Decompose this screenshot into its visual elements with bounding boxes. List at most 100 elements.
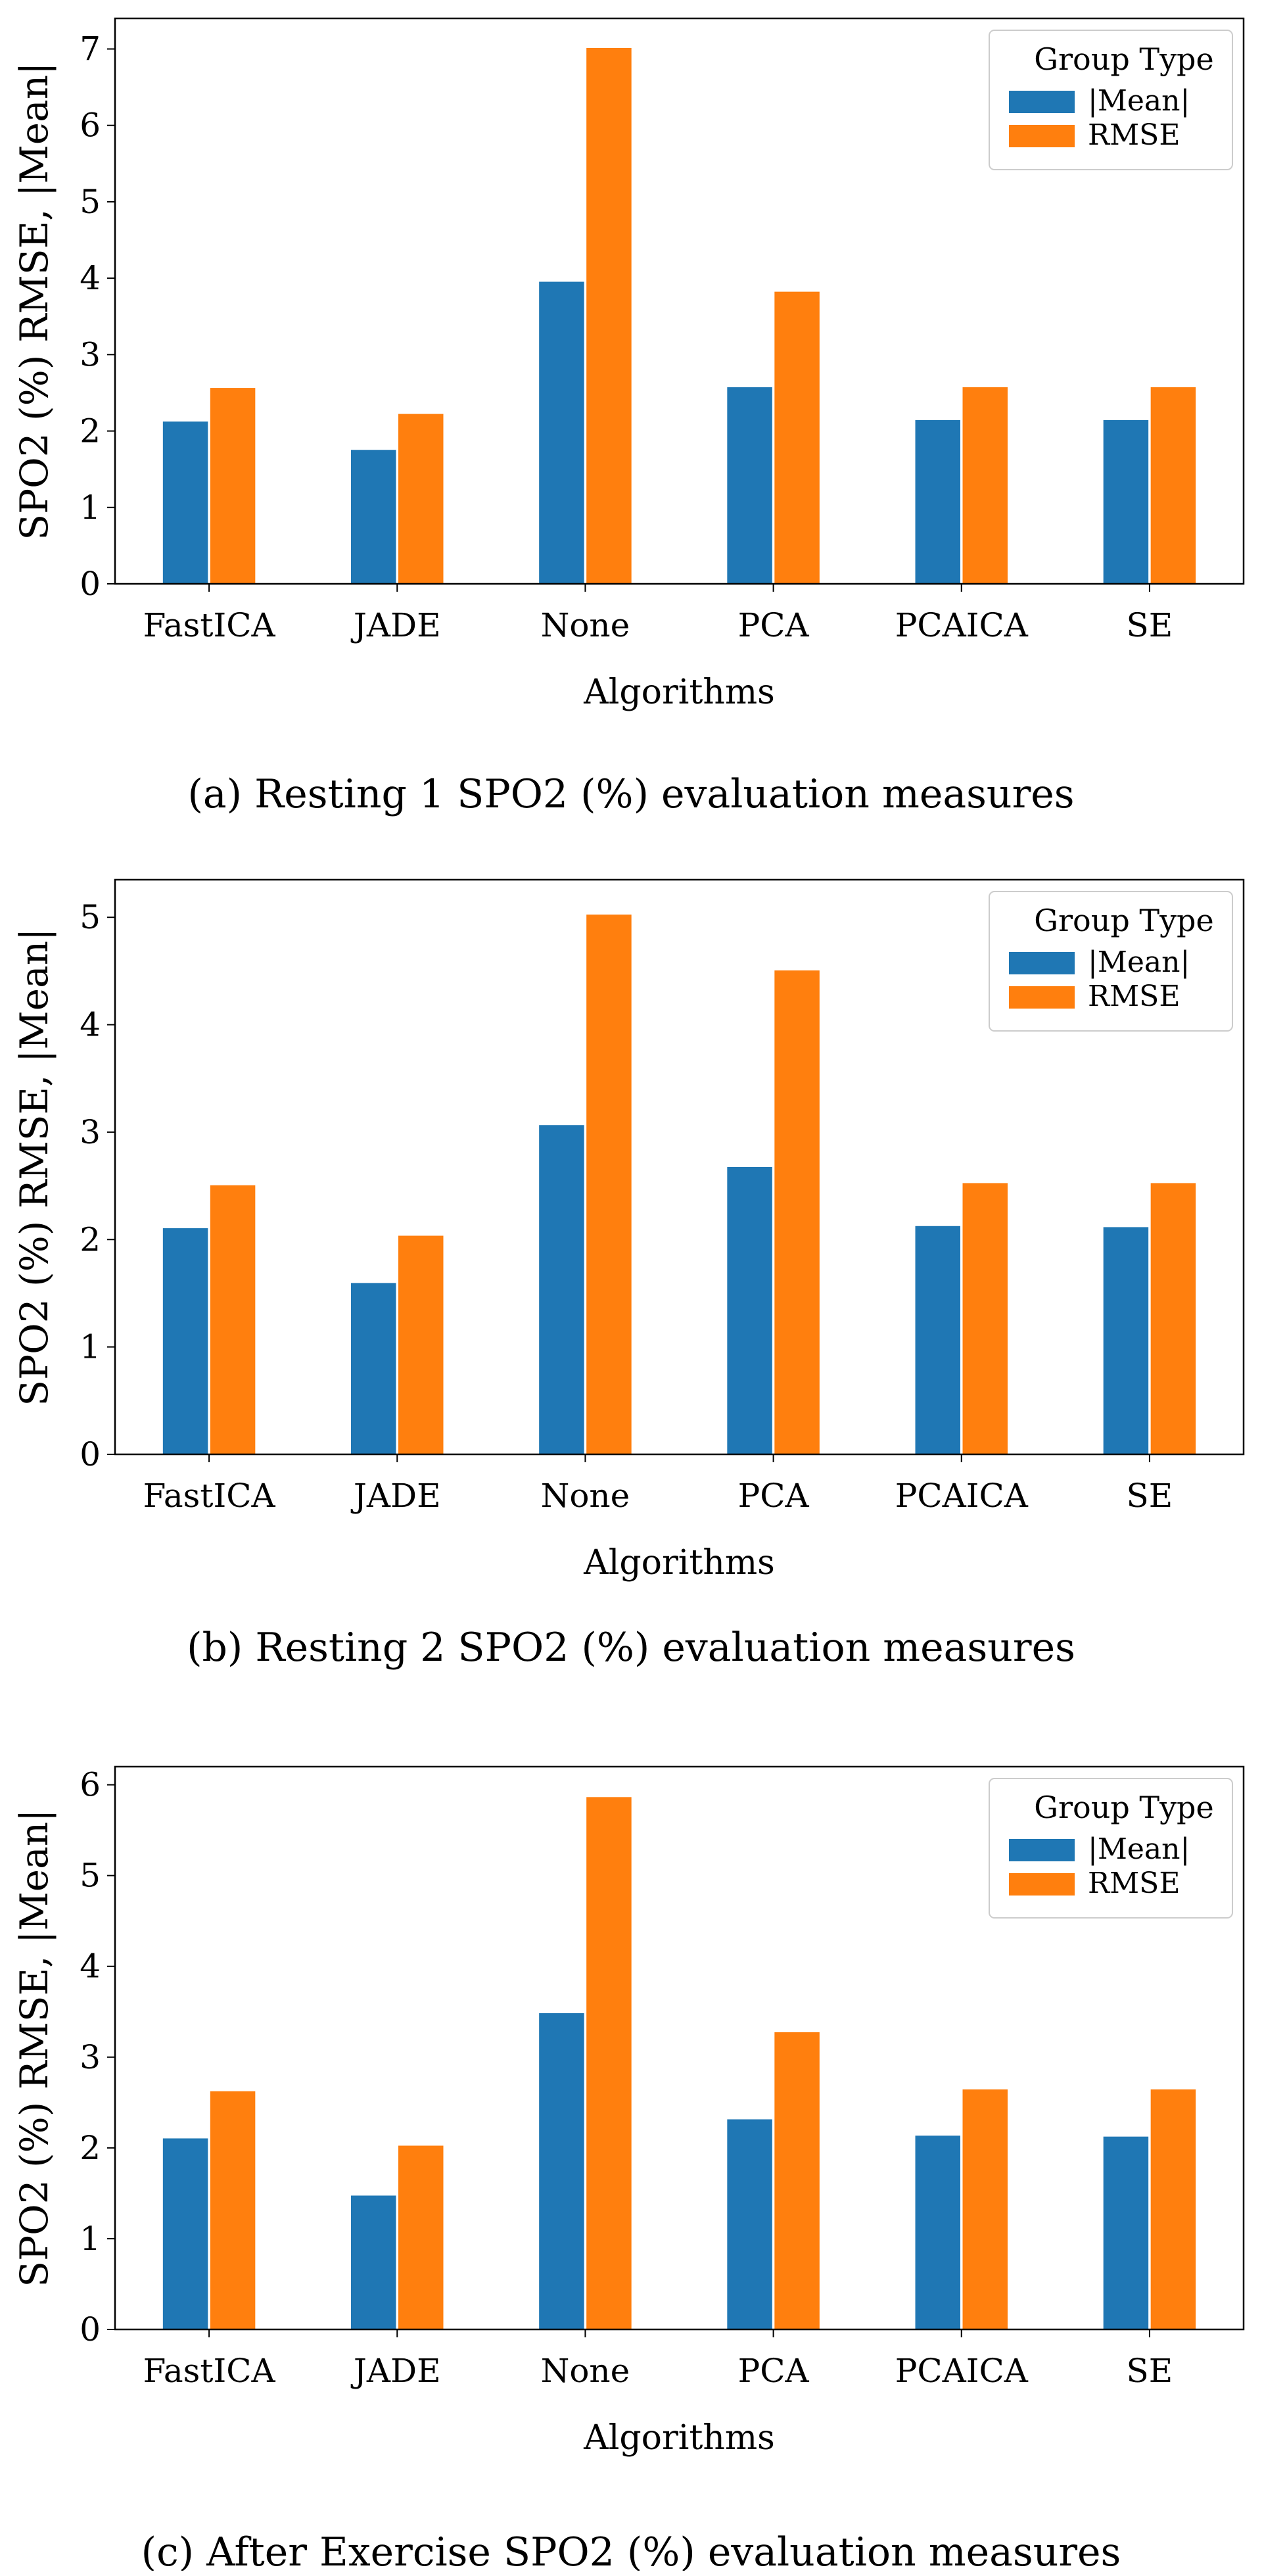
- legend-label-rmse: RMSE: [1088, 118, 1180, 152]
- x-tick-label: JADE: [350, 2352, 441, 2390]
- x-tick-label: None: [541, 2352, 630, 2390]
- bar-rmse-se: [1150, 1181, 1197, 1455]
- x-axis-label: Algorithms: [583, 673, 775, 712]
- x-tick-label: SE: [1127, 2352, 1173, 2390]
- legend-title: Group Type: [1034, 903, 1213, 938]
- x-tick-label: FastICA: [143, 2352, 276, 2390]
- bar-rmse-none: [585, 1796, 633, 2330]
- x-tick-label: PCA: [738, 1477, 810, 1515]
- y-tick-label: 2: [80, 412, 101, 450]
- legend-swatch-rmse: [1009, 1873, 1075, 1896]
- legend-swatch-mean: [1009, 91, 1075, 113]
- x-axis-label: Algorithms: [583, 2418, 775, 2458]
- y-tick-label: 5: [80, 1857, 101, 1895]
- y-tick-label: 6: [80, 107, 101, 145]
- x-tick-label: JADE: [350, 606, 441, 644]
- bar-mean-jade: [350, 1281, 397, 1455]
- y-tick-label: 4: [80, 1006, 101, 1044]
- x-tick-label: PCA: [738, 606, 810, 644]
- y-tick-label: 6: [80, 1766, 101, 1804]
- bar-rmse-pca: [773, 969, 821, 1455]
- bar-mean-jade: [350, 2194, 397, 2330]
- y-tick-label: 0: [80, 2310, 101, 2349]
- plot-frame: [114, 878, 1245, 1456]
- plot-frame: [114, 17, 1245, 585]
- y-tick-label: 0: [80, 1435, 101, 1473]
- bar-mean-none: [538, 2012, 586, 2330]
- y-axis-label: SPO2 (%) RMSE, |Mean|: [12, 1809, 57, 2287]
- y-axis-label: SPO2 (%) RMSE, |Mean|: [12, 62, 57, 540]
- bar-mean-pcaica: [914, 1225, 962, 1455]
- bar-rmse-pca: [773, 291, 821, 584]
- y-tick-label: 4: [80, 259, 101, 297]
- y-tick-label: 1: [80, 489, 101, 527]
- bar-chart: 0 1 2 3 4 5 FastICA JADE None PCA PCAICA SE Algorith…: [12, 878, 1245, 1671]
- legend-label-mean: |Mean|: [1088, 84, 1190, 118]
- legend-label-mean: |Mean|: [1088, 945, 1190, 979]
- x-tick-label: None: [541, 1477, 630, 1515]
- y-axis-label: SPO2 (%) RMSE, |Mean|: [12, 928, 57, 1406]
- bar-rmse-se: [1150, 386, 1197, 584]
- x-tick-label: PCAICA: [895, 606, 1029, 644]
- bar-mean-none: [538, 281, 586, 584]
- bar-mean-se: [1102, 419, 1150, 584]
- bar-mean-se: [1102, 1226, 1150, 1455]
- y-tick-label: 3: [80, 2038, 101, 2076]
- bar-mean-pca: [726, 2118, 774, 2330]
- bar-rmse-fastica: [209, 1184, 256, 1455]
- x-tick-label: SE: [1127, 606, 1173, 644]
- bar-rmse-jade: [397, 1234, 444, 1455]
- y-tick-label: 3: [80, 1113, 101, 1151]
- bar-mean-fastica: [162, 2137, 209, 2330]
- y-tick-label: 2: [80, 2129, 101, 2167]
- y-tick-label: 1: [80, 2220, 101, 2258]
- bar-mean-se: [1102, 2135, 1150, 2330]
- bar-rmse-se: [1150, 2088, 1197, 2330]
- x-tick-label: FastICA: [143, 606, 276, 644]
- figure-caption: (a) Resting 1 SPO2 (%) evaluation measur…: [187, 771, 1074, 817]
- bar-chart: 0 1 2 3 4 5 6 FastICA JADE None PCA PCAICA SE Algorit…: [12, 1765, 1245, 2571]
- bar-rmse-pcaica: [962, 386, 1009, 584]
- x-tick-label: None: [541, 606, 630, 644]
- bar-rmse-fastica: [209, 2090, 256, 2330]
- bar-mean-pcaica: [914, 2134, 962, 2330]
- bar-mean-jade: [350, 448, 397, 584]
- bar-mean-fastica: [162, 420, 209, 584]
- bar-mean-pca: [726, 1166, 774, 1455]
- chart-panel-after-exercise: 0 1 2 3 4 5 6 FastICA JADE None PCA PCAICA SE Algorit…: [0, 1736, 1262, 2571]
- x-tick-label: SE: [1127, 1477, 1173, 1515]
- chart-panel-resting-2: 0 1 2 3 4 5 FastICA JADE None PCA PCAICA SE Algorith…: [0, 861, 1262, 1709]
- chart-panel-resting-1: 0 1 2 3 4 5 6 7 FastICA JADE None PCA PCAICA SE Algori…: [0, 0, 1262, 848]
- legend-label-rmse: RMSE: [1088, 980, 1180, 1013]
- y-tick-label: 3: [80, 335, 101, 373]
- bar-mean-fastica: [162, 1227, 209, 1455]
- figure-caption: (c) After Exercise SPO2 (%) evaluation m…: [141, 2529, 1121, 2571]
- y-tick-label: 5: [80, 183, 101, 221]
- x-tick-label: PCA: [738, 2352, 810, 2390]
- x-tick-label: FastICA: [143, 1477, 276, 1515]
- bar-rmse-pcaica: [962, 1181, 1009, 1455]
- bar-rmse-pca: [773, 2031, 821, 2330]
- bar-rmse-jade: [397, 413, 444, 584]
- legend-swatch-rmse: [1009, 986, 1075, 1009]
- y-tick-label: 2: [80, 1220, 101, 1258]
- bar-mean-pca: [726, 386, 774, 584]
- x-axis-label: Algorithms: [583, 1543, 775, 1583]
- bar-rmse-pcaica: [962, 2088, 1009, 2330]
- y-tick-label: 5: [80, 898, 101, 936]
- bar-rmse-none: [585, 913, 633, 1455]
- plot-frame: [114, 1765, 1245, 2331]
- bar-mean-pcaica: [914, 419, 962, 584]
- legend-label-mean: |Mean|: [1088, 1832, 1190, 1866]
- legend-label-rmse: RMSE: [1088, 1867, 1180, 1900]
- x-tick-label: JADE: [350, 1477, 441, 1515]
- legend-title: Group Type: [1034, 41, 1213, 77]
- bar-rmse-jade: [397, 2144, 444, 2330]
- legend-swatch-mean: [1009, 1839, 1075, 1861]
- y-tick-label: 1: [80, 1328, 101, 1366]
- bar-rmse-none: [585, 47, 633, 584]
- legend-title: Group Type: [1034, 1790, 1213, 1825]
- y-tick-label: 7: [80, 30, 101, 68]
- y-tick-label: 4: [80, 1947, 101, 1986]
- y-tick-label: 0: [80, 565, 101, 603]
